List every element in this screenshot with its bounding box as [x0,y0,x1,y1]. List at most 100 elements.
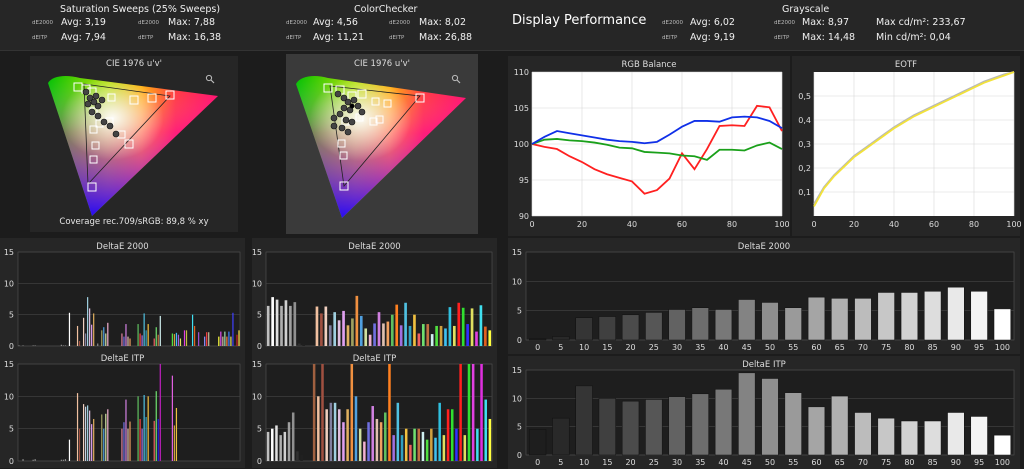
bar [333,312,337,346]
y-tick-label: 0,4 [798,116,811,125]
x-tick-label: 80 [727,220,737,229]
bar [293,302,297,346]
bar [413,428,416,461]
bar [379,422,383,461]
magnifier-icon[interactable] [451,74,461,84]
bar [388,364,391,461]
bar [645,312,663,341]
measured-points-left [82,88,120,138]
x-tick-label: 10 [579,458,589,467]
bar [155,327,157,346]
bar [93,313,95,346]
bar [435,325,438,346]
gs-row2-metric: dEITP [662,35,678,41]
x-tick-label: 65 [835,343,845,352]
bar [854,412,872,456]
bar [459,364,462,461]
bar [222,336,224,346]
bar [129,338,131,346]
gs-row1-metric2: dE2000 [774,20,795,26]
bar [438,402,441,461]
cie-mid-title: CIE 1976 u'v' [354,59,410,69]
bar [97,343,99,346]
bar [342,310,345,346]
bar [32,345,34,346]
bar [153,338,155,346]
bar [807,406,826,456]
grayscale-itp-chart: DeltaE ITP 0 5 10 15 0 5 10 15 20 25 30 35 40 45 50 55 60… [508,356,1020,469]
bar [179,338,182,346]
bar [193,325,196,346]
bar [275,299,279,346]
x-tick-label: 65 [835,458,845,467]
bar [123,336,125,346]
bar [287,422,291,461]
x-tick-label: 40 [889,220,899,229]
x-tick-label: 90 [951,458,961,467]
x-tick-label: 60 [811,343,821,352]
bar [413,314,416,346]
magnifier-icon[interactable] [205,74,215,84]
cie-chart-mid: CIE 1976 u'v' [286,54,478,234]
x-tick-label: 100 [995,343,1010,352]
chart-title: DeltaE ITP [742,360,786,370]
y-tick-label: 10 [252,392,262,401]
bar [351,318,354,346]
bar [291,412,295,461]
y-tick-label: 10 [4,279,14,288]
bar [171,333,173,346]
y-tick-label: 0 [257,457,262,466]
y-tick-label: 0 [9,342,14,351]
bar [64,459,67,461]
bar [444,328,447,346]
bar [139,418,141,461]
bar [386,321,390,346]
y-tick-label: 10 [4,392,14,401]
bar [333,402,337,461]
y-tick-label: 105 [514,104,529,113]
bar [87,405,89,461]
bar [226,336,228,346]
bar [297,343,301,346]
bar [442,435,446,461]
bar [621,314,640,341]
x-tick-label: 50 [765,458,775,467]
bar [300,454,303,461]
y-tick-label: 10 [252,279,262,288]
bar [145,417,147,461]
bar [64,345,67,346]
bar [467,364,471,461]
bar [173,425,176,461]
bar [377,312,381,346]
bar [32,459,34,461]
bar [171,375,173,461]
measured-points-mid [330,90,366,136]
bar [831,298,849,341]
bar [141,428,143,461]
bar [877,417,895,456]
x-tick-label: 0 [529,220,534,229]
bar [173,334,176,346]
bar [924,291,942,341]
bar [461,307,465,346]
bar [177,334,180,346]
cc-max-de2000: Max: 8,02 [419,17,467,28]
y-tick-label: 0,3 [798,140,811,149]
bar [488,418,492,461]
bar [761,302,779,341]
x-tick-label: 70 [858,343,868,352]
series-line-2 [531,115,783,145]
x-tick-label: 20 [625,343,635,352]
x-tick-label: 20 [849,220,859,229]
bar [900,420,919,456]
plot-area [265,363,493,462]
x-tick-label: 35 [695,343,705,352]
x-tick-label: 40 [627,220,637,229]
cc-row2-metric2: dEITP [389,35,405,41]
bar [317,396,320,461]
x-tick-label: 45 [742,343,752,352]
sat-max-de2000: Max: 7,88 [168,17,216,28]
bar [761,378,779,456]
bar [476,428,479,461]
bar [426,324,430,346]
